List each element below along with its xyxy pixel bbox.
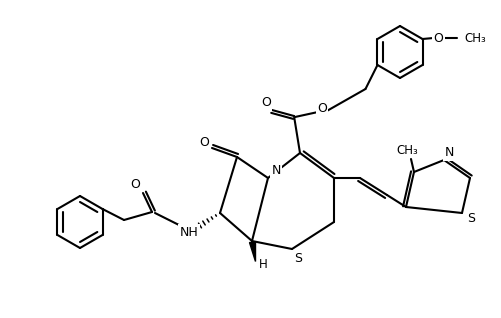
Text: N: N: [271, 164, 280, 177]
Text: CH₃: CH₃: [463, 31, 485, 45]
Text: S: S: [466, 211, 474, 225]
Text: O: O: [199, 135, 208, 149]
Text: NH: NH: [179, 225, 198, 238]
Text: O: O: [317, 102, 326, 115]
Text: O: O: [130, 177, 140, 190]
Text: N: N: [443, 147, 453, 160]
Text: S: S: [294, 252, 302, 265]
Text: O: O: [261, 96, 271, 109]
Polygon shape: [248, 242, 255, 261]
Text: CH₃: CH₃: [395, 143, 417, 156]
Text: O: O: [433, 31, 442, 45]
Text: H: H: [258, 259, 267, 272]
